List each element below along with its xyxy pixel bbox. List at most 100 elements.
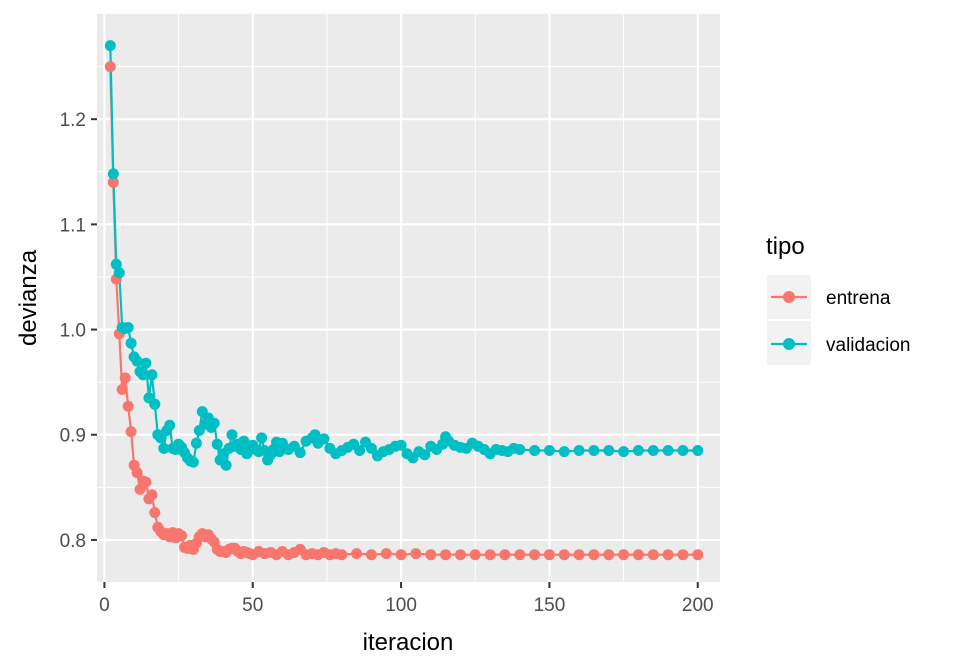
data-point-validacion (692, 445, 704, 456)
data-point-entrena (618, 549, 630, 561)
data-point-entrena (588, 549, 600, 561)
data-point-validacion (647, 445, 659, 456)
legend-key-point (783, 291, 795, 303)
x-tick-label: 200 (682, 595, 714, 616)
data-point-entrena (647, 549, 659, 561)
data-point-entrena (365, 549, 377, 561)
x-tick-label: 100 (385, 595, 417, 616)
x-tick-label: 150 (534, 595, 566, 616)
data-point-entrena (499, 549, 511, 561)
x-tick-label: 50 (242, 595, 263, 616)
series-layer (104, 40, 704, 561)
data-point-validacion (226, 429, 238, 441)
data-point-entrena (558, 549, 570, 561)
data-point-entrena (484, 549, 496, 561)
minor-gridlines (97, 14, 720, 582)
data-point-entrena (410, 548, 422, 560)
data-point-entrena (122, 400, 134, 412)
data-point-validacion (274, 446, 285, 458)
data-point-entrena (440, 549, 452, 561)
data-point-validacion (294, 447, 306, 459)
data-point-validacion (140, 357, 152, 369)
data-point-entrena (336, 549, 348, 561)
data-point-validacion (419, 449, 431, 461)
y-tick-label: 1.2 (60, 110, 86, 131)
data-point-entrena (469, 549, 481, 561)
data-point-entrena (603, 549, 615, 561)
data-point-validacion (122, 322, 134, 333)
data-point-entrena (119, 372, 131, 384)
data-point-entrena (425, 549, 437, 561)
data-point-validacion (354, 445, 366, 456)
y-tick-label: 0.8 (60, 531, 86, 552)
y-tick-label: 1.0 (60, 321, 86, 342)
data-point-validacion (256, 432, 268, 444)
data-point-entrena (380, 548, 392, 560)
x-tick-label: 0 (99, 595, 110, 616)
data-point-validacion (131, 355, 143, 367)
data-point-entrena (454, 549, 466, 561)
axes-layer: 0 50 100 150 200 0.8 0.9 1.0 1.1 1.2 (60, 110, 714, 616)
data-point-entrena (149, 507, 161, 519)
data-point-validacion (104, 40, 116, 52)
data-point-entrena (677, 549, 689, 561)
data-point-validacion (573, 445, 585, 456)
y-axis-title: devianza (15, 249, 42, 346)
data-point-entrena (104, 61, 116, 73)
data-point-validacion (318, 433, 330, 445)
legend-item-entrena: entrena (767, 275, 891, 319)
data-point-validacion (395, 439, 407, 451)
data-point-entrena (543, 549, 555, 561)
major-gridlines (97, 14, 720, 582)
data-point-validacion (113, 267, 125, 279)
data-point-entrena (395, 549, 407, 561)
data-point-entrena (125, 426, 137, 438)
data-point-validacion (543, 445, 555, 456)
data-point-validacion (365, 442, 377, 454)
data-point-validacion (187, 456, 199, 468)
data-point-validacion (632, 445, 644, 456)
legend: tipo entrena validacion (766, 233, 911, 365)
legend-label: validacion (826, 335, 911, 356)
data-point-validacion (110, 258, 122, 270)
data-point-validacion (107, 168, 119, 180)
data-point-validacion (208, 417, 220, 429)
data-point-validacion (164, 419, 176, 431)
data-point-entrena (514, 549, 526, 561)
legend-item-validacion: validacion (767, 321, 911, 365)
legend-label: entrena (826, 288, 891, 309)
legend-title: tipo (766, 233, 805, 260)
data-point-entrena (632, 549, 644, 561)
data-point-entrena (573, 549, 585, 561)
data-point-entrena (131, 467, 143, 479)
data-point-entrena (146, 489, 158, 501)
y-tick-label: 1.1 (60, 215, 86, 236)
data-point-entrena (351, 548, 363, 560)
data-point-validacion (158, 442, 170, 454)
data-point-validacion (146, 369, 158, 381)
data-point-validacion (238, 435, 250, 447)
data-point-entrena (140, 476, 152, 488)
data-point-validacion (211, 438, 223, 450)
data-point-validacion (603, 445, 615, 456)
data-point-validacion (588, 445, 600, 456)
data-point-entrena (692, 549, 704, 561)
data-point-validacion (190, 437, 202, 449)
data-point-entrena (529, 549, 541, 561)
data-point-validacion (125, 337, 137, 349)
data-point-validacion (618, 446, 630, 458)
data-point-entrena (107, 176, 119, 188)
data-point-validacion (514, 444, 526, 455)
data-point-entrena (662, 549, 674, 561)
data-point-validacion (137, 369, 149, 381)
data-point-validacion (558, 446, 570, 458)
data-point-validacion (149, 398, 161, 410)
data-point-validacion (220, 459, 232, 471)
data-point-entrena (176, 530, 188, 542)
y-tick-label: 0.9 (60, 426, 86, 447)
x-axis-title: iteracion (363, 629, 454, 656)
plot-panel (97, 14, 720, 582)
data-point-validacion (677, 445, 689, 456)
data-point-validacion (155, 432, 167, 444)
